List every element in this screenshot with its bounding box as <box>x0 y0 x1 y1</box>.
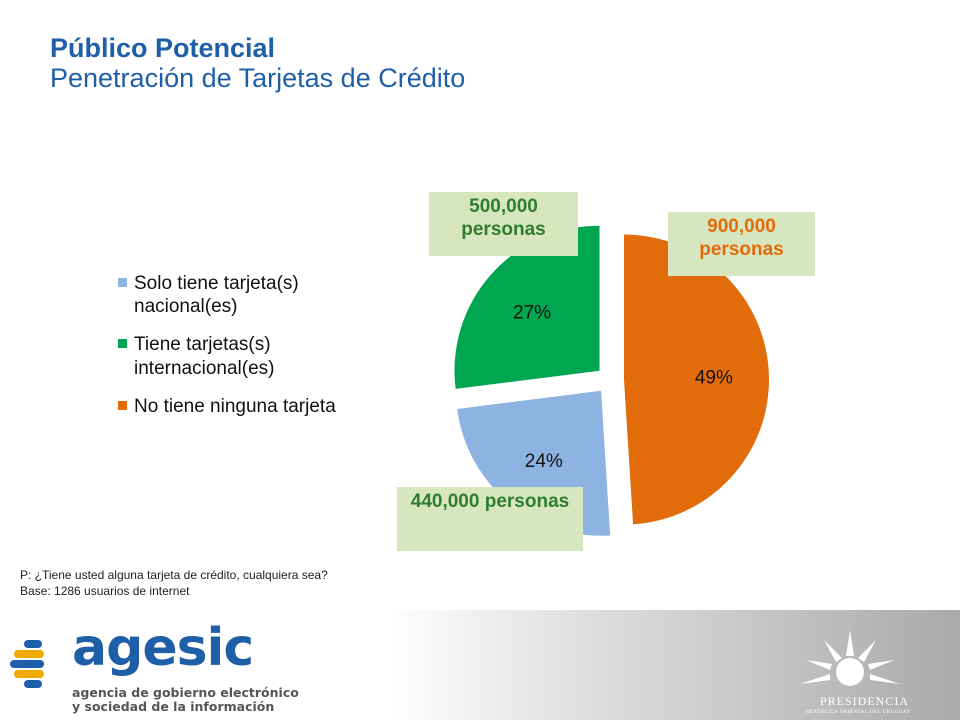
pie-label-nacional: 24% <box>525 451 563 472</box>
agesic-logo-text: agesic <box>72 618 254 678</box>
title-line-2: Penetración de Tarjetas de Crédito <box>50 62 466 93</box>
callout-internacional-text: 500,000 personas <box>461 196 546 240</box>
legend-item-nacional: Solo tiene tarjeta(s) nacional(es) <box>118 272 388 318</box>
pie-slice-internacional <box>454 225 600 389</box>
legend-swatch-internacional <box>118 339 127 349</box>
legend-swatch-nacional <box>118 278 127 287</box>
callout-nacional: 440,000 personas <box>397 487 583 551</box>
agesic-sub-line-2: y sociedad de la información <box>72 699 275 715</box>
presidencia-label: PRESIDENCIA <box>820 694 910 708</box>
legend-item-ninguna: No tiene ninguna tarjeta <box>118 395 388 418</box>
agesic-logo-subtitle: agencia de gobierno electrónico y socied… <box>72 685 299 715</box>
callout-internacional: 500,000 personas <box>429 192 578 256</box>
callout-ninguna: 900,000 personas <box>668 212 815 276</box>
chart-legend: Solo tiene tarjeta(s) nacional(es) Tiene… <box>118 272 388 433</box>
callout-nacional-text: 440,000 personas <box>410 491 570 512</box>
legend-item-internacional: Tiene tarjetas(s) internacional(es) <box>118 333 388 379</box>
pie-label-ninguna: 49% <box>695 368 733 389</box>
presidencia-sublabel: REPÚBLICA ORIENTAL DEL URUGUAY <box>806 710 911 715</box>
title-line-1: Público Potencial <box>50 33 276 63</box>
legend-label-ninguna: No tiene ninguna tarjeta <box>134 395 336 417</box>
callout-ninguna-text: 900,000 personas <box>699 216 784 260</box>
legend-label-nacional: Solo tiene tarjeta(s) nacional(es) <box>134 273 299 318</box>
pie-slice-ninguna <box>623 234 769 525</box>
survey-question: P: ¿Tiene usted alguna tarjeta de crédit… <box>20 568 328 582</box>
footer: agesic agencia de gobierno electrónico y… <box>0 610 960 720</box>
legend-label-internacional: Tiene tarjetas(s) internacional(es) <box>134 334 275 379</box>
pie-chart: 49% 24% 27% <box>454 225 769 536</box>
sun-emblem-icon <box>800 630 900 686</box>
survey-note: P: ¿Tiene usted alguna tarjeta de crédit… <box>20 568 328 599</box>
pie-label-internacional: 27% <box>513 302 551 323</box>
agesic-logo-icon <box>10 640 44 688</box>
page-title: Público Potencial Penetración de Tarjeta… <box>50 33 466 93</box>
legend-swatch-ninguna <box>118 400 127 410</box>
agesic-sub-line-1: agencia de gobierno electrónico <box>72 685 299 700</box>
survey-base: Base: 1286 usuarios de internet <box>20 583 190 598</box>
